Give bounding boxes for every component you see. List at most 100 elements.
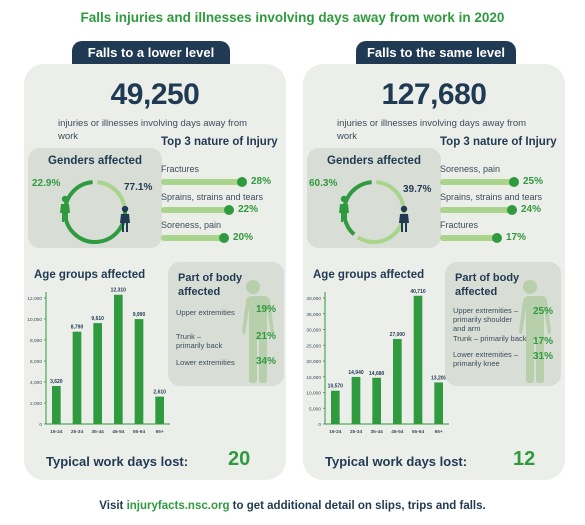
nature-dot	[219, 233, 229, 243]
footer-text: Visit injuryfacts.nsc.org to get additio…	[0, 500, 585, 512]
nature-bar	[161, 235, 225, 241]
x-tick-label: 35-44	[371, 429, 384, 435]
nature-item: Fractures 17%	[440, 220, 565, 243]
days-label: Typical work days lost:	[46, 454, 189, 469]
male-pct: 39.7%	[403, 184, 432, 195]
nature-pct: 28%	[251, 176, 272, 187]
x-tick-label: 35-44	[92, 429, 105, 435]
genders-title: Genders affected	[48, 155, 142, 167]
bar-value-label: 12,310	[111, 288, 127, 294]
nature-dot	[492, 233, 502, 243]
y-tick-label: 10,000	[306, 391, 321, 397]
body-part-box: Part of body affected Upper extremities …	[445, 262, 561, 386]
age-title: Age groups affected	[313, 269, 425, 281]
nature-title: Top 3 nature of Injury	[161, 136, 278, 148]
x-tick-label: 25-34	[71, 429, 84, 435]
nature-dot	[237, 177, 247, 187]
age-title: Age groups affected	[34, 269, 146, 281]
body-part-label: Upper extremities – primarily shoulder a…	[453, 306, 519, 333]
age-bar	[413, 295, 423, 424]
nature-label: Soreness, pain	[161, 220, 222, 230]
nature-item: Soreness, pain 20%	[161, 220, 286, 243]
x-tick-label: 65+	[435, 429, 443, 435]
nature-pct: 24%	[521, 204, 542, 215]
age-bar	[351, 376, 361, 424]
bar-value-label: 9,990	[133, 312, 146, 318]
y-tick-label: 10,000	[27, 317, 42, 323]
body-part-title: Part of body affected	[455, 272, 520, 298]
age-bar	[330, 390, 340, 424]
body-part-label: Lower extremities – primarily knee	[453, 350, 519, 368]
body-part-pct: 25%	[533, 306, 554, 317]
nature-pct: 25%	[523, 176, 544, 187]
nature-bar	[440, 207, 513, 213]
bar-value-label: 8,790	[71, 325, 84, 331]
body-part-label: Upper extremities	[176, 308, 235, 317]
y-tick-label: 40,000	[306, 296, 321, 302]
male-pct: 77.1%	[124, 182, 153, 193]
gender-donut	[60, 180, 130, 244]
footer-prefix: Visit	[99, 500, 127, 512]
age-bar	[372, 377, 382, 424]
body-part-pct: 31%	[533, 351, 554, 362]
days-value: 20	[228, 448, 251, 470]
body-part-pct: 34%	[256, 356, 277, 367]
y-tick-label: 25,000	[306, 343, 321, 349]
y-tick-label: 0	[318, 422, 321, 428]
male-arc	[342, 180, 372, 236]
injuries-description: injuries or illnesses involving days awa…	[58, 118, 248, 142]
body-part-label: Trunk – primarily back	[453, 334, 527, 343]
main-title: Falls injuries and illnesses involving d…	[80, 10, 505, 25]
days-value: 12	[513, 448, 536, 470]
female-person-icon	[339, 195, 349, 222]
bar-value-label: 27,000	[390, 332, 406, 338]
nature-pct: 22%	[238, 204, 259, 215]
nature-dot	[509, 177, 519, 187]
nature-label: Soreness, pain	[440, 164, 501, 174]
work-days-lost: Typical work days lost: 20	[24, 444, 286, 474]
y-tick-label: 6,000	[30, 359, 42, 365]
total-injuries: 49,250	[110, 78, 200, 111]
male-person-icon	[120, 205, 130, 232]
body-part-box: Part of body affected Upper extremities 1…	[168, 262, 284, 386]
x-tick-label: 55-64	[412, 429, 425, 435]
female-pct: 22.9%	[32, 178, 61, 189]
human-body-icon	[519, 280, 551, 383]
nature-pct: 17%	[506, 232, 527, 243]
nature-pct: 20%	[233, 232, 254, 243]
nature-item: Soreness, pain 25%	[440, 164, 565, 187]
days-label: Typical work days lost:	[325, 454, 468, 469]
bar-value-label: 3,620	[50, 379, 63, 385]
y-tick-label: 15,000	[306, 375, 321, 381]
male-arc	[63, 180, 127, 244]
human-body-icon	[242, 280, 274, 383]
x-tick-label: 45-54	[391, 429, 404, 435]
age-bar	[113, 294, 123, 424]
panel-tab-same-level: Falls to the same level	[356, 41, 516, 65]
age-bar	[134, 319, 144, 424]
x-tick-label: 55-64	[133, 429, 146, 435]
work-days-lost: Typical work days lost: 12	[303, 444, 565, 474]
nature-dot	[224, 205, 234, 215]
footer-suffix: to get additional detail on slips, trips…	[229, 500, 486, 512]
x-tick-label: 25-34	[350, 429, 363, 435]
y-tick-label: 35,000	[306, 312, 321, 318]
bar-value-label: 14,940	[348, 370, 364, 376]
female-pct: 60.3%	[309, 178, 338, 189]
y-tick-label: 2,000	[30, 401, 42, 407]
nature-label: Fractures	[161, 164, 200, 174]
nature-label: Sprains, strains and tears	[161, 192, 264, 202]
age-bar	[392, 338, 402, 424]
male-person-icon	[399, 205, 409, 232]
footer-link[interactable]: injuryfacts.nsc.org	[126, 500, 230, 512]
x-tick-label: 45-54	[112, 429, 125, 435]
age-bar-chart: 0 5,000 10,000 15,000 20,000 25,000 30,000 35,0…	[306, 289, 449, 435]
x-tick-label: 65+	[156, 429, 164, 435]
y-tick-label: 8,000	[30, 338, 42, 344]
body-part-pct: 21%	[256, 331, 277, 342]
nature-title: Top 3 nature of Injury	[440, 136, 557, 148]
body-part-pct: 19%	[256, 304, 277, 315]
nature-bar	[161, 207, 230, 213]
nature-bar	[161, 179, 243, 185]
panel-lower-level: 49,250 injuries or illnesses involving d…	[24, 64, 286, 480]
